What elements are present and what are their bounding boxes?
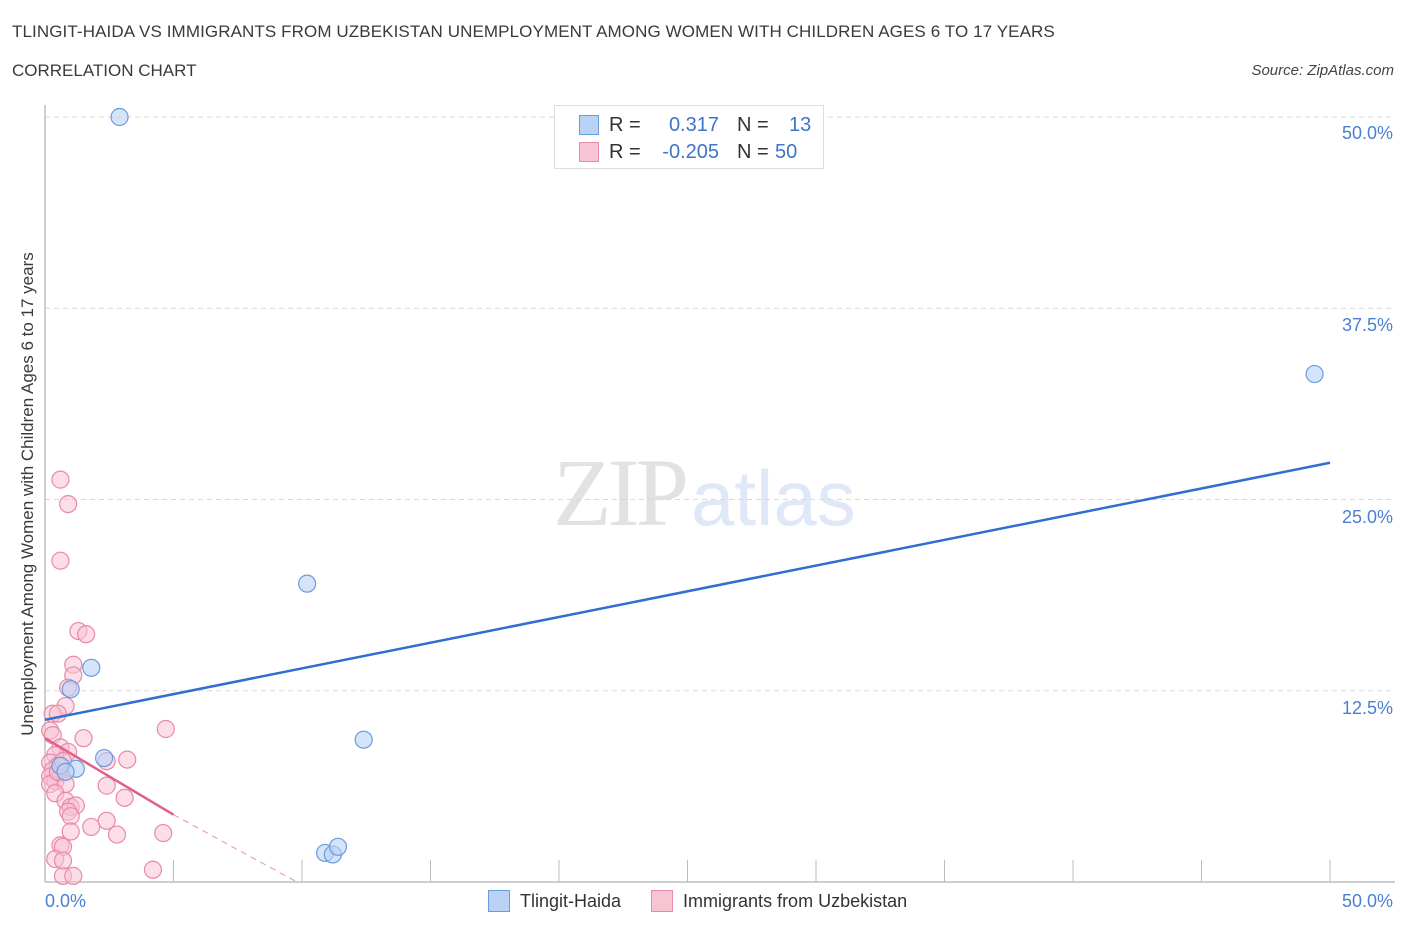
immigrants-uzbekistan-points <box>41 470 175 885</box>
y-tick-37-5: 37.5% <box>1341 315 1393 335</box>
gridlines <box>45 116 1395 692</box>
x-tick-0: 0.0% <box>45 891 87 911</box>
blue-swatch-icon <box>488 890 510 912</box>
chart-subtitle: CORRELATION CHART <box>12 61 197 80</box>
pink-swatch-icon <box>651 890 674 912</box>
legend-row-immigrants-uzbekistan: R = -0.205 N = 50 <box>579 139 797 165</box>
chart-title: TLINGIT-HAIDA VS IMMIGRANTS FROM UZBEKIS… <box>12 22 1055 41</box>
source-label: Source: ZipAtlas.com <box>1251 62 1394 79</box>
legend-item-tlingit-haida[interactable]: Tlingit-Haida <box>488 890 621 912</box>
pink-swatch-icon <box>579 142 599 162</box>
y-tick-50: 50.0% <box>1341 123 1393 143</box>
blue-swatch-icon <box>579 115 599 135</box>
y-axis-label: Unemployment Among Women with Children A… <box>18 252 37 736</box>
n-value: 50 <box>775 140 798 163</box>
x-tick-50: 50.0% <box>1341 891 1393 911</box>
n-value: 13 <box>789 113 812 136</box>
y-tick-12-5: 12.5% <box>1341 698 1393 718</box>
r-value: 0.317 <box>668 113 719 136</box>
legend-item-immigrants-uzbekistan[interactable]: Immigrants from Uzbekistan <box>651 890 907 912</box>
correlation-legend: R = 0.317 N = 13 R = -0.205 N = 50 <box>554 105 824 169</box>
trendlines <box>44 461 1331 883</box>
tlingit-haida-points <box>51 107 1324 864</box>
legend-row-tlingit-haida: R = 0.317 N = 13 <box>579 112 811 138</box>
axes <box>44 105 1395 883</box>
series-legend: Tlingit-Haida Immigrants from Uzbekistan <box>488 890 937 912</box>
r-value: -0.205 <box>662 140 719 163</box>
zipatlas-watermark: ZIPatlas <box>553 439 856 546</box>
y-tick-25: 25.0% <box>1341 507 1393 527</box>
